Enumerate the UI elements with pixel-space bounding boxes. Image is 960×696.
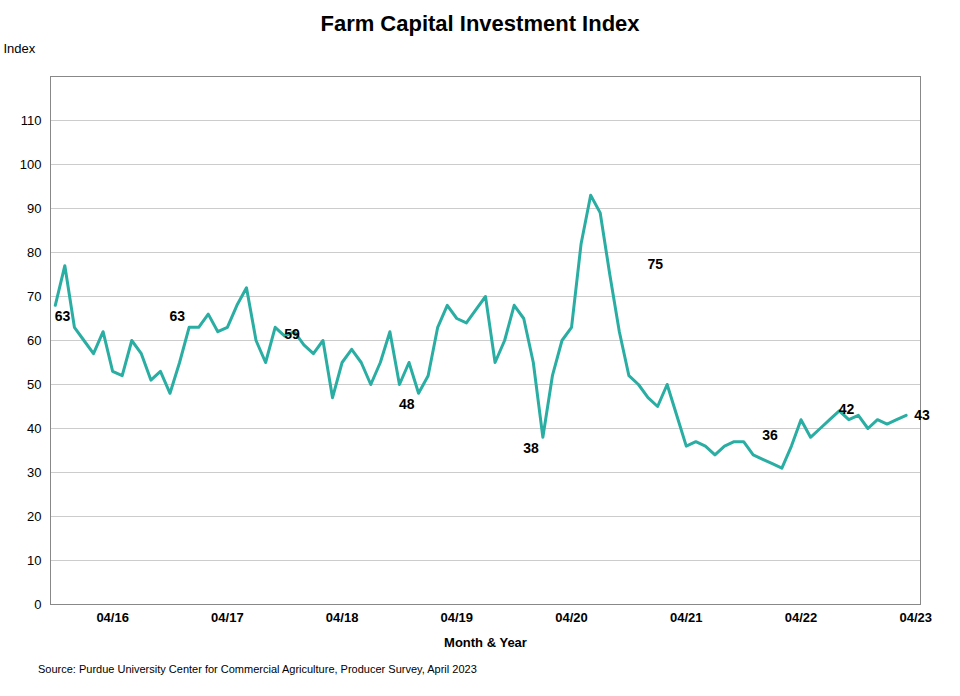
- html-text:Farm Capital Investment Index: Farm Capital Investment Index: [320, 11, 640, 36]
- svg-text:20: 20: [27, 509, 41, 524]
- svg-text:0: 0: [34, 597, 41, 612]
- svg-text:04/18: 04/18: [326, 610, 359, 625]
- svg-text:48: 48: [399, 396, 415, 412]
- svg-text:80: 80: [27, 245, 41, 260]
- svg-text:50: 50: [27, 377, 41, 392]
- svg-text:04/22: 04/22: [785, 610, 818, 625]
- svg-text:04/23: 04/23: [899, 610, 932, 625]
- svg-text:100: 100: [20, 157, 42, 172]
- svg-text:60: 60: [27, 333, 41, 348]
- svg-text:30: 30: [27, 465, 41, 480]
- svg-text:04/16: 04/16: [96, 610, 129, 625]
- svg-text:63: 63: [55, 308, 71, 324]
- svg-text:36: 36: [762, 427, 778, 443]
- html-text:Source: Purdue University Cent: Source: Purdue University Center for Com…: [38, 663, 477, 675]
- svg-text:43: 43: [914, 407, 930, 423]
- svg-text:42: 42: [839, 401, 855, 417]
- svg-text:75: 75: [648, 256, 664, 272]
- svg-text:Month & Year: Month & Year: [444, 635, 527, 650]
- svg-text:38: 38: [523, 440, 539, 456]
- svg-text:59: 59: [284, 326, 300, 342]
- svg-text:04/17: 04/17: [211, 610, 244, 625]
- svg-text:04/21: 04/21: [670, 610, 703, 625]
- svg-text:Index: Index: [4, 41, 36, 56]
- svg-text:04/20: 04/20: [555, 610, 588, 625]
- svg-text:40: 40: [27, 421, 41, 436]
- svg-text:10: 10: [27, 553, 41, 568]
- svg-text:70: 70: [27, 289, 41, 304]
- svg-text:63: 63: [170, 308, 186, 324]
- svg-text:04/19: 04/19: [441, 610, 474, 625]
- svg-text:110: 110: [21, 113, 42, 128]
- svg-text:90: 90: [27, 201, 41, 216]
